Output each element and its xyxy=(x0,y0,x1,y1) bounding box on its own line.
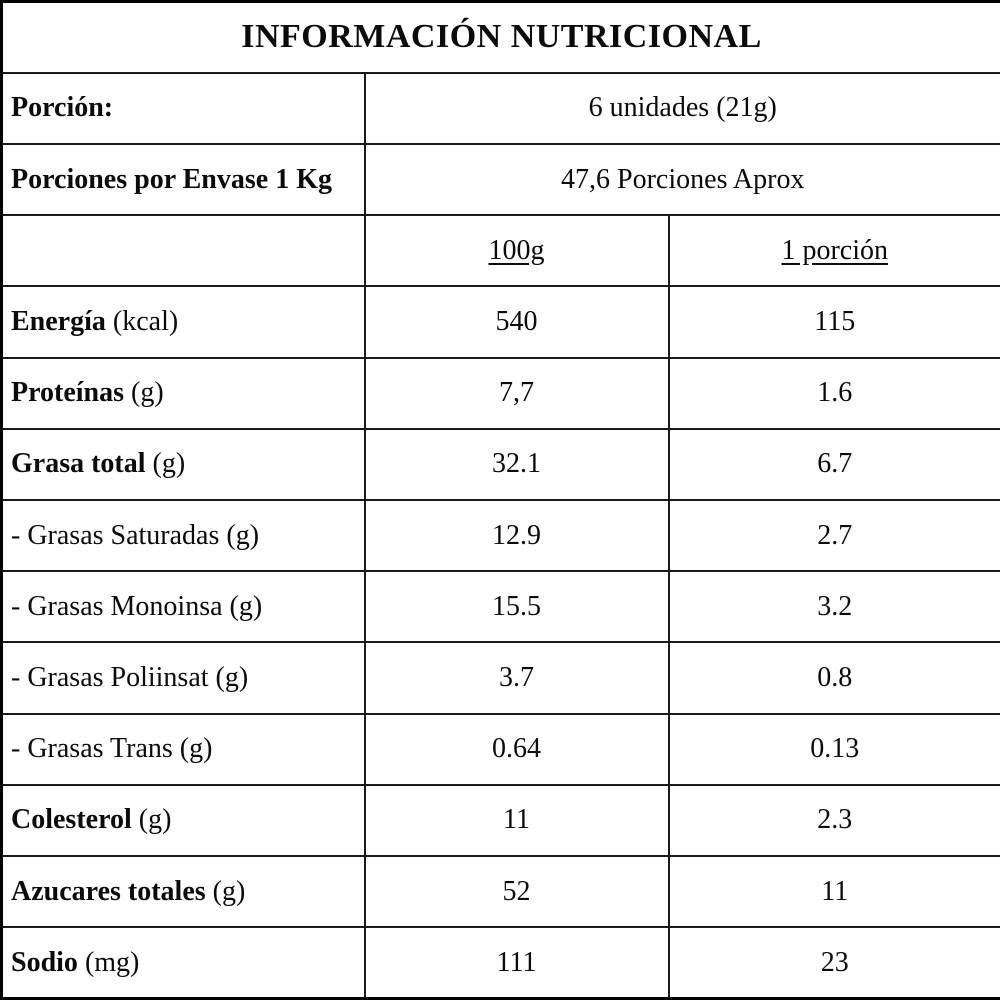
nutrient-label-cell: Sodio (mg) xyxy=(0,926,366,1000)
nutrient-unit: (kcal) xyxy=(112,305,179,337)
value-100g: 540 xyxy=(363,285,670,359)
title-row: INFORMACIÓN NUTRICIONAL xyxy=(0,0,1000,74)
column-header-100g-text: 100g xyxy=(488,234,545,266)
nutrient-unit: (g) xyxy=(179,733,213,765)
value-100g: 7,7 xyxy=(363,356,670,430)
nutrient-name: Grasa total xyxy=(11,448,146,480)
nutrient-row-grasa-total: Grasa total (g) 32.1 6.7 xyxy=(0,427,1000,501)
nutrient-row-energia: Energía (kcal) 540 115 xyxy=(0,285,1000,359)
nutrient-unit: (g) xyxy=(152,448,186,480)
nutrient-row-colesterol: Colesterol (g) 11 2.3 xyxy=(0,783,1000,857)
serving-value: 6 unidades (21g) xyxy=(363,71,1000,145)
nutrient-row-grasas-poliinsat: - Grasas Poliinsat (g) 3.7 0.8 xyxy=(0,641,1000,715)
nutrient-name: Colesterol xyxy=(11,804,132,836)
column-header-1-porcion-text: 1 porción xyxy=(781,234,889,266)
serving-row-porcion: Porción: 6 unidades (21g) xyxy=(0,71,1000,145)
value-100g: 52 xyxy=(363,854,670,929)
column-header-row: 100g 1 porción xyxy=(0,214,1000,288)
serving-label: Porciones por Envase 1 Kg xyxy=(0,142,366,217)
nutrient-name: - Grasas Trans xyxy=(11,733,173,765)
serving-label-text: Porción: xyxy=(11,92,114,124)
page-title: INFORMACIÓN NUTRICIONAL xyxy=(0,0,1000,74)
nutrient-label-cell: Colesterol (g) xyxy=(0,783,366,857)
nutrient-row-grasas-monoinsa: - Grasas Monoinsa (g) 15.5 3.2 xyxy=(0,570,1000,644)
serving-row-porciones-envase: Porciones por Envase 1 Kg 47,6 Porciones… xyxy=(0,142,1000,217)
nutrient-row-proteinas: Proteínas (g) 7,7 1.6 xyxy=(0,356,1000,430)
nutrient-name: - Grasas Monoinsa xyxy=(11,590,223,622)
value-100g: 111 xyxy=(363,926,670,1000)
nutrient-label-cell: - Grasas Poliinsat (g) xyxy=(0,641,366,715)
value-1-porcion: 11 xyxy=(667,854,1000,929)
nutrient-row-azucares-totales: Azucares totales (g) 52 11 xyxy=(0,854,1000,929)
nutrient-row-grasas-saturadas: - Grasas Saturadas (g) 12.9 2.7 xyxy=(0,498,1000,573)
nutrient-unit: (g) xyxy=(229,590,263,622)
value-1-porcion: 0.13 xyxy=(667,712,1000,786)
nutrient-name: Azucares totales xyxy=(11,875,206,907)
serving-value: 47,6 Porciones Aprox xyxy=(363,142,1000,217)
nutrient-label-cell: Azucares totales (g) xyxy=(0,854,366,929)
serving-label-text: Porciones por Envase 1 Kg xyxy=(11,163,332,195)
nutrient-name: Energía xyxy=(11,305,106,337)
nutrient-name: - Grasas Poliinsat xyxy=(11,661,209,693)
nutrient-name: Proteínas xyxy=(11,377,125,409)
nutrient-row-grasas-trans: - Grasas Trans (g) 0.64 0.13 xyxy=(0,712,1000,786)
nutrient-unit: (mg) xyxy=(84,946,140,978)
column-header-100g: 100g xyxy=(363,214,670,288)
serving-label: Porción: xyxy=(0,71,366,145)
value-100g: 12.9 xyxy=(363,498,670,573)
column-header-1-porcion: 1 porción xyxy=(667,214,1000,288)
value-100g: 3.7 xyxy=(363,641,670,715)
value-1-porcion: 0.8 xyxy=(667,641,1000,715)
nutrient-label-cell: Proteínas (g) xyxy=(0,356,366,430)
nutrient-label-cell: - Grasas Monoinsa (g) xyxy=(0,570,366,644)
nutrient-unit: (g) xyxy=(226,519,260,551)
value-1-porcion: 3.2 xyxy=(667,570,1000,644)
value-100g: 0.64 xyxy=(363,712,670,786)
value-1-porcion: 115 xyxy=(667,285,1000,359)
nutrient-row-sodio: Sodio (mg) 111 23 xyxy=(0,926,1000,1000)
nutrient-label-cell: - Grasas Saturadas (g) xyxy=(0,498,366,573)
value-1-porcion: 2.3 xyxy=(667,783,1000,857)
value-1-porcion: 2.7 xyxy=(667,498,1000,573)
nutrient-unit: (g) xyxy=(138,804,172,836)
nutrient-name: Sodio xyxy=(11,946,78,978)
nutrient-unit: (g) xyxy=(131,377,164,409)
value-1-porcion: 23 xyxy=(667,926,1000,1000)
value-100g: 11 xyxy=(363,783,670,857)
nutrient-label-cell: Energía (kcal) xyxy=(0,285,366,359)
nutrient-unit: (g) xyxy=(212,875,246,907)
column-header-spacer xyxy=(0,214,366,288)
value-100g: 15.5 xyxy=(363,570,670,644)
value-1-porcion: 1.6 xyxy=(667,356,1000,430)
nutrient-name: - Grasas Saturadas xyxy=(11,519,220,551)
nutrient-unit: (g) xyxy=(215,661,249,693)
value-100g: 32.1 xyxy=(363,427,670,501)
nutrient-label-cell: Grasa total (g) xyxy=(0,427,366,501)
value-1-porcion: 6.7 xyxy=(667,427,1000,501)
nutrient-label-cell: - Grasas Trans (g) xyxy=(0,712,366,786)
